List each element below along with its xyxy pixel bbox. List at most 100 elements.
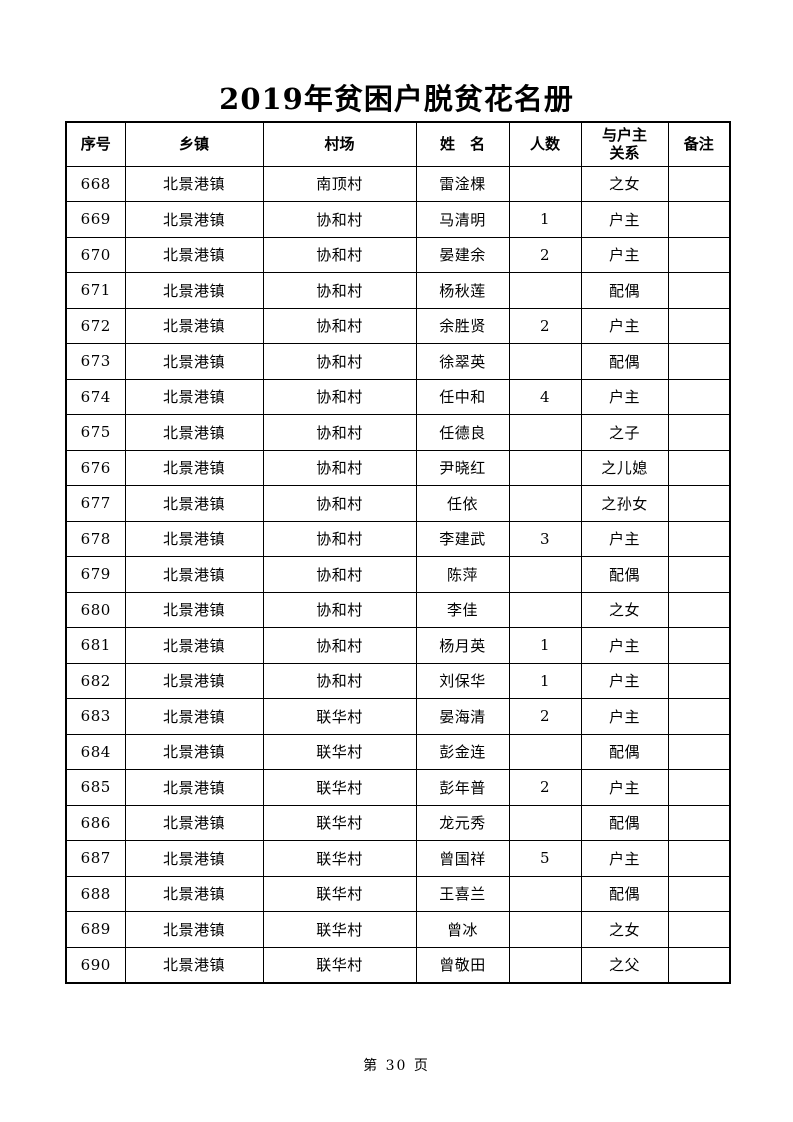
table-row: 690 北景港镇 联华村 曾敬田 之父 <box>65 946 731 983</box>
cell-village: 联华村 <box>262 733 417 770</box>
table-row: 683 北景港镇 联华村 晏海清 2 户主 <box>65 698 731 735</box>
cell-township: 北景港镇 <box>124 307 264 344</box>
cell-remark <box>667 236 731 273</box>
cell-village: 协和村 <box>262 485 417 522</box>
cell-relation: 户主 <box>580 627 669 664</box>
cell-relation: 户主 <box>580 201 669 238</box>
table-row: 668 北景港镇 南顶村 雷淦棵 之女 <box>65 165 731 202</box>
table-row: 688 北景港镇 联华村 王喜兰 配偶 <box>65 875 731 912</box>
cell-name: 李建武 <box>415 520 510 557</box>
cell-remark <box>667 165 731 202</box>
cell-seq: 689 <box>65 911 126 948</box>
cell-seq: 688 <box>65 875 126 912</box>
header-row: 序号 乡镇 村场 姓 名 人数 与户主 关系 备注 <box>65 121 731 167</box>
table-row: 682 北景港镇 协和村 刘保华 1 户主 <box>65 662 731 699</box>
cell-name: 晏建余 <box>415 236 510 273</box>
cell-count: 1 <box>508 201 582 238</box>
cell-name: 曾冰 <box>415 911 510 948</box>
cell-remark <box>667 733 731 770</box>
table-row: 674 北景港镇 协和村 任中和 4 户主 <box>65 378 731 415</box>
cell-name: 陈萍 <box>415 556 510 593</box>
table-row: 687 北景港镇 联华村 曾国祥 5 户主 <box>65 840 731 877</box>
cell-remark <box>667 591 731 628</box>
cell-relation: 户主 <box>580 378 669 415</box>
cell-count <box>508 165 582 202</box>
table-row: 677 北景港镇 协和村 任依 之孙女 <box>65 485 731 522</box>
cell-township: 北景港镇 <box>124 911 264 948</box>
cell-name: 任中和 <box>415 378 510 415</box>
cell-village: 联华村 <box>262 698 417 735</box>
cell-seq: 682 <box>65 662 126 699</box>
cell-village: 联华村 <box>262 911 417 948</box>
roster-table: 序号 乡镇 村场 姓 名 人数 与户主 关系 备注 668 北景港镇 南顶村 雷淦棵之… <box>65 121 731 984</box>
table-row: 673 北景港镇 协和村 徐翠英 配偶 <box>65 343 731 380</box>
cell-township: 北景港镇 <box>124 591 264 628</box>
header-cell-name: 姓 名 <box>415 121 510 167</box>
cell-name: 曾敬田 <box>415 946 510 983</box>
cell-seq: 671 <box>65 272 126 309</box>
cell-relation: 配偶 <box>580 343 669 380</box>
table-row: 678 北景港镇 协和村 李建武 3 户主 <box>65 520 731 557</box>
cell-village: 联华村 <box>262 804 417 841</box>
cell-count <box>508 343 582 380</box>
cell-relation: 户主 <box>580 840 669 877</box>
table-row: 672 北景港镇 协和村 余胜贤 2 户主 <box>65 307 731 344</box>
cell-village: 协和村 <box>262 449 417 486</box>
cell-township: 北景港镇 <box>124 201 264 238</box>
cell-name: 马清明 <box>415 201 510 238</box>
header-cell-count: 人数 <box>508 121 582 167</box>
cell-count <box>508 272 582 309</box>
table-row: 685 北景港镇 联华村 彭年普 2 户主 <box>65 769 731 806</box>
cell-township: 北景港镇 <box>124 946 264 983</box>
cell-remark <box>667 627 731 664</box>
table-row: 679 北景港镇 协和村 陈萍 配偶 <box>65 556 731 593</box>
cell-village: 协和村 <box>262 343 417 380</box>
cell-remark <box>667 662 731 699</box>
cell-count <box>508 911 582 948</box>
cell-count: 1 <box>508 662 582 699</box>
cell-seq: 673 <box>65 343 126 380</box>
cell-township: 北景港镇 <box>124 556 264 593</box>
cell-township: 北景港镇 <box>124 698 264 735</box>
table-row: 681 北景港镇 协和村 杨月英 1 户主 <box>65 627 731 664</box>
cell-village: 协和村 <box>262 556 417 593</box>
cell-seq: 678 <box>65 520 126 557</box>
cell-seq: 684 <box>65 733 126 770</box>
cell-village: 协和村 <box>262 236 417 273</box>
cell-village: 协和村 <box>262 627 417 664</box>
cell-township: 北景港镇 <box>124 485 264 522</box>
cell-remark <box>667 911 731 948</box>
cell-count: 3 <box>508 520 582 557</box>
cell-seq: 683 <box>65 698 126 735</box>
table-row: 684 北景港镇 联华村 彭金连 配偶 <box>65 733 731 770</box>
cell-count <box>508 449 582 486</box>
cell-count: 2 <box>508 236 582 273</box>
cell-village: 协和村 <box>262 378 417 415</box>
header-cell-township: 乡镇 <box>124 121 264 167</box>
header-cell-village: 村场 <box>262 121 417 167</box>
cell-relation: 户主 <box>580 662 669 699</box>
cell-village: 联华村 <box>262 769 417 806</box>
cell-seq: 675 <box>65 414 126 451</box>
cell-township: 北景港镇 <box>124 840 264 877</box>
cell-name: 彭年普 <box>415 769 510 806</box>
cell-seq: 681 <box>65 627 126 664</box>
cell-relation: 之女 <box>580 911 669 948</box>
cell-relation: 户主 <box>580 520 669 557</box>
cell-seq: 680 <box>65 591 126 628</box>
cell-count: 1 <box>508 627 582 664</box>
table-row: 670 北景港镇 协和村 晏建余 2 户主 <box>65 236 731 273</box>
cell-name: 龙元秀 <box>415 804 510 841</box>
roster-table-container: 序号 乡镇 村场 姓 名 人数 与户主 关系 备注 668 北景港镇 南顶村 雷淦棵之… <box>65 121 731 984</box>
cell-township: 北景港镇 <box>124 520 264 557</box>
cell-relation: 之父 <box>580 946 669 983</box>
cell-relation: 之子 <box>580 414 669 451</box>
table-row: 675 北景港镇 协和村 任德良 之子 <box>65 414 731 451</box>
table-row: 671 北景港镇 协和村 杨秋莲 配偶 <box>65 272 731 309</box>
header-cell-relation: 与户主 关系 <box>580 121 669 167</box>
cell-remark <box>667 272 731 309</box>
table-row: 686 北景港镇 联华村 龙元秀 配偶 <box>65 804 731 841</box>
cell-seq: 676 <box>65 449 126 486</box>
cell-name: 杨月英 <box>415 627 510 664</box>
cell-seq: 670 <box>65 236 126 273</box>
